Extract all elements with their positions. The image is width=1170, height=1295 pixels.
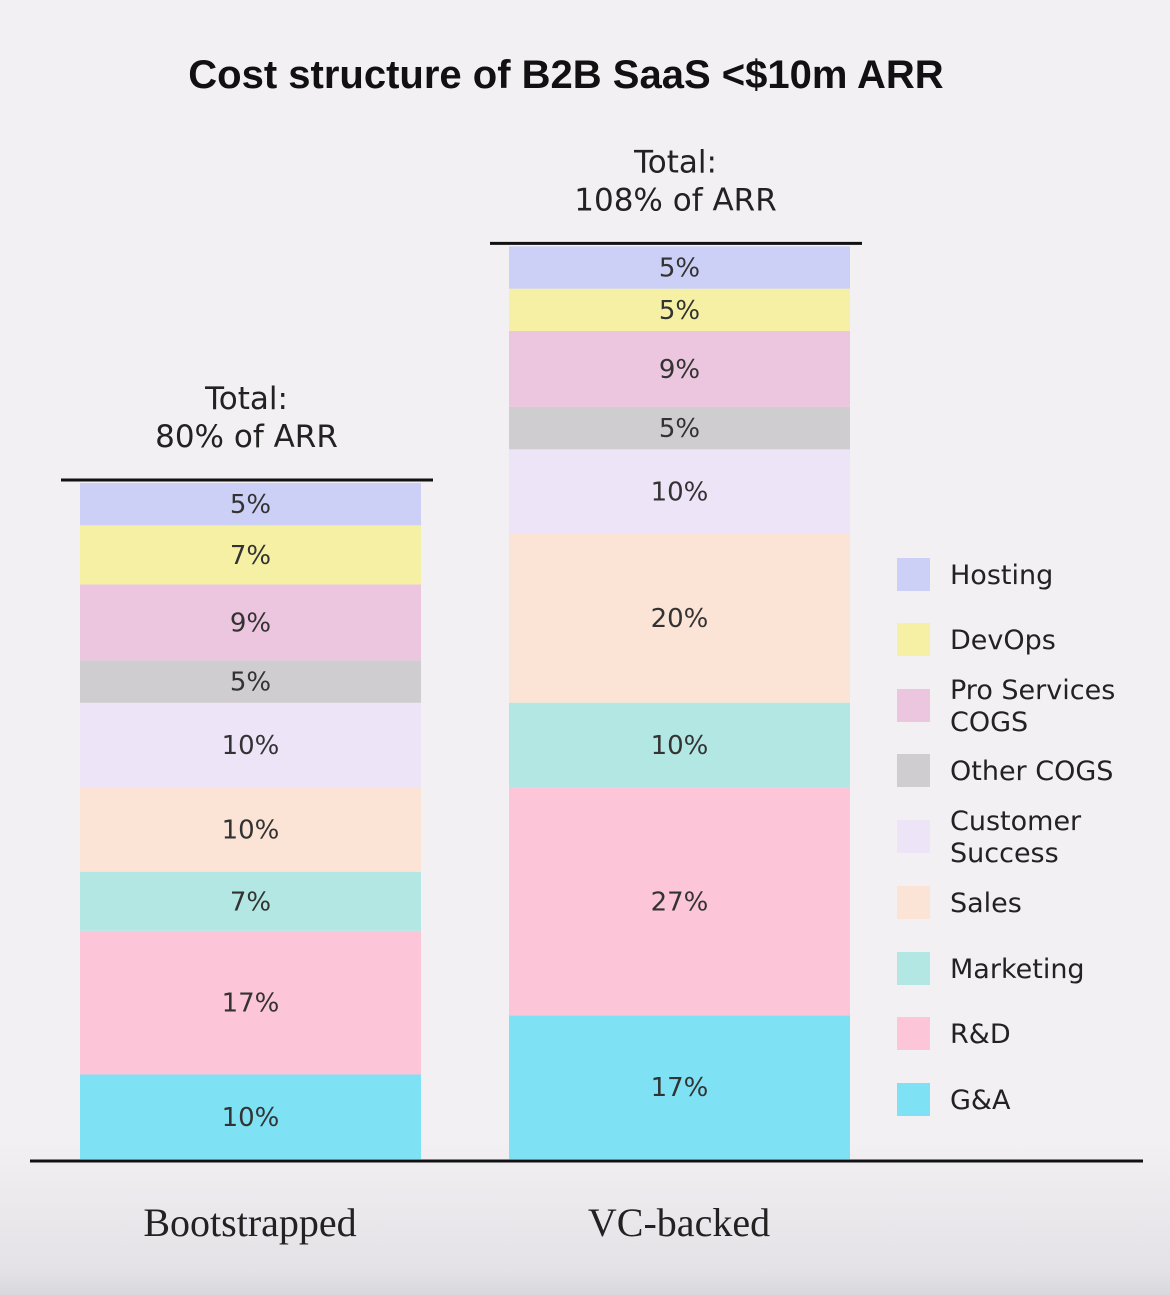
legend-label: DevOps xyxy=(950,625,1056,656)
data-label-devops: 7% xyxy=(230,541,271,571)
legend-label: Hosting xyxy=(950,560,1053,591)
bar-segment-randd xyxy=(509,787,850,1016)
bar-segment-ganda xyxy=(80,1074,421,1159)
bar-segment-customer-success xyxy=(509,449,850,534)
data-label-pro-services-cogs: 9% xyxy=(659,355,700,385)
bar-segment-marketing xyxy=(509,702,850,788)
data-label-marketing: 7% xyxy=(230,887,271,917)
bar-segment-customer-success xyxy=(80,702,421,788)
legend-item-hosting: Hosting xyxy=(897,558,1053,591)
total-label-line1: Total: xyxy=(204,381,288,417)
data-label-ganda: 17% xyxy=(651,1073,709,1103)
legend-item-sales: Sales xyxy=(897,886,1022,919)
bar-stack-vc-backed: 17% 27% 10% 20% 10% 5% 9% 5% 5% Total:108% of ARR xyxy=(490,144,862,1159)
legend-label: Other COGS xyxy=(950,756,1113,787)
legend-label: R&D xyxy=(950,1019,1011,1050)
bar-segment-other-cogs xyxy=(509,407,850,450)
legend-label: Marketing xyxy=(950,954,1085,985)
data-label-other-cogs: 5% xyxy=(230,668,271,698)
bar-segment-pro-services-cogs xyxy=(80,584,421,661)
legend-swatch-devops xyxy=(897,623,930,656)
data-label-devops: 5% xyxy=(659,296,700,326)
legend-swatch-ganda xyxy=(897,1083,930,1116)
bar-segment-other-cogs xyxy=(80,660,421,703)
data-label-customer-success: 10% xyxy=(651,478,709,508)
legend-swatch-customer-success xyxy=(897,820,930,853)
bar-segment-hosting xyxy=(509,246,850,289)
data-label-randd: 27% xyxy=(651,887,709,917)
legend-label: G&A xyxy=(950,1085,1011,1116)
category-label-vc-backed: VC-backed xyxy=(588,1200,770,1245)
bar-segment-marketing xyxy=(80,871,421,931)
legend-label-line2: Success xyxy=(950,838,1059,869)
legend-swatch-pro-services-cogs xyxy=(897,689,930,722)
data-label-marketing: 10% xyxy=(651,731,709,761)
legend-swatch-hosting xyxy=(897,558,930,591)
legend-item-other-cogs: Other COGS xyxy=(897,754,1113,787)
legend-item-ganda: G&A xyxy=(897,1083,1011,1116)
data-label-hosting: 5% xyxy=(659,254,700,284)
category-labels: Bootstrapped VC-backed xyxy=(143,1200,770,1245)
bar-segment-sales xyxy=(80,787,421,872)
data-label-customer-success: 10% xyxy=(222,731,280,761)
data-label-sales: 10% xyxy=(222,816,280,846)
total-label-value: 108% of ARR xyxy=(574,182,777,218)
legend-item-randd: R&D xyxy=(897,1017,1011,1050)
bar-segment-devops xyxy=(80,525,421,585)
data-label-ganda: 10% xyxy=(222,1103,280,1133)
data-label-other-cogs: 5% xyxy=(659,414,700,444)
legend-swatch-other-cogs xyxy=(897,754,930,787)
bar-segment-pro-services-cogs xyxy=(509,330,850,407)
bar-segment-randd xyxy=(80,930,421,1075)
total-label-line1: Total: xyxy=(633,144,717,180)
data-label-randd: 17% xyxy=(222,989,280,1019)
bar-segment-hosting xyxy=(80,483,421,526)
legend-swatch-marketing xyxy=(897,952,930,985)
bars-layer: 10%17%7%10%10%5%9%7%5%Total:80% of ARR17… xyxy=(61,144,862,1159)
legend-item-marketing: Marketing xyxy=(897,952,1085,985)
bar-segment-devops xyxy=(509,288,850,331)
legend-swatch-randd xyxy=(897,1017,930,1050)
legend-label: Customer xyxy=(950,806,1082,837)
legend-item-devops: DevOps xyxy=(897,623,1056,656)
legend-label: Sales xyxy=(950,888,1022,919)
data-label-sales: 20% xyxy=(651,604,709,634)
legend-swatch-sales xyxy=(897,886,930,919)
category-label-bootstrapped: Bootstrapped xyxy=(143,1200,356,1245)
legend-label-line2: COGS xyxy=(950,707,1028,738)
data-label-hosting: 5% xyxy=(230,490,271,520)
total-label-value: 80% of ARR xyxy=(155,419,338,455)
data-label-pro-services-cogs: 9% xyxy=(230,608,271,638)
bar-segment-sales xyxy=(509,533,850,703)
bar-segment-ganda xyxy=(509,1015,850,1159)
bar-stack-bootstrapped: 10% 17% 7% 10% 10% 5% 9% 7% 5% Total:80% of ARR xyxy=(61,381,433,1159)
chart-title: Cost structure of B2B SaaS <$10m ARR xyxy=(188,53,944,97)
legend-label: Pro Services xyxy=(950,675,1115,706)
